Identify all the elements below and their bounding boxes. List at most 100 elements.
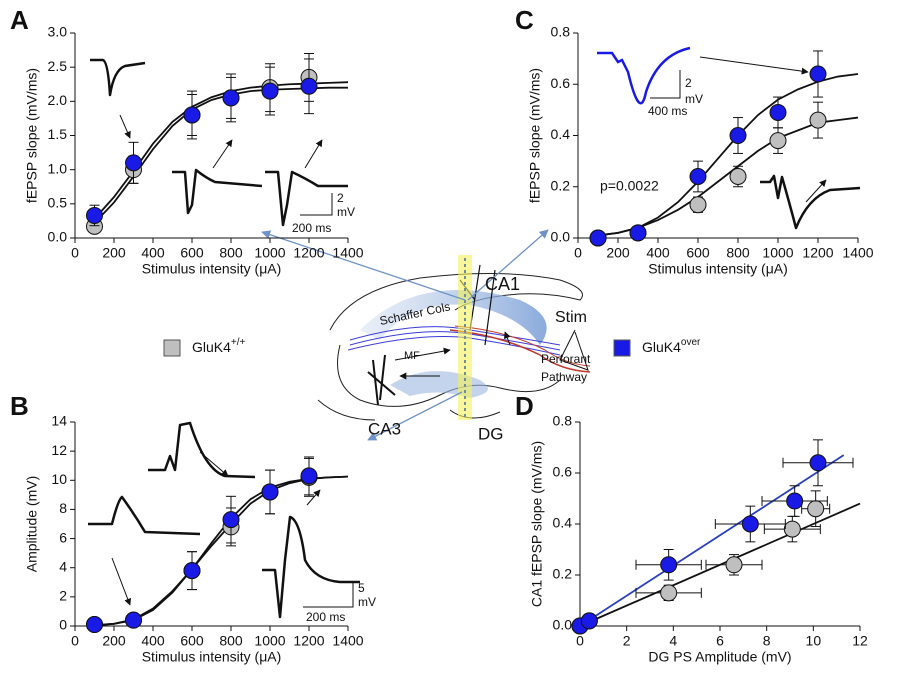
data-point [300, 467, 318, 485]
data-point [729, 127, 747, 144]
y-tick-label: 0.5 [48, 195, 68, 211]
y-tick-label: 0.2 [553, 566, 573, 582]
y-tick-label: 1.5 [48, 126, 68, 142]
x-tick-label: 1400 [842, 245, 873, 261]
x-tick-label: 1400 [332, 633, 363, 649]
y-axis-label: fEPSP slope (mV/ms) [24, 68, 40, 203]
x-tick-label: 4 [669, 633, 677, 649]
x-tick-label: 800 [726, 245, 750, 261]
data-point [86, 206, 103, 224]
fit-line [93, 81, 349, 220]
panel-letter: A [10, 5, 29, 35]
x-tick-label: 1000 [762, 245, 793, 261]
x-tick-label: 400 [646, 245, 670, 261]
data-point [689, 168, 707, 185]
diagram-label: CA1 [485, 274, 520, 294]
legend-text: GluK4 [192, 339, 231, 355]
scale-bar-label: 200 ms [292, 221, 331, 235]
scale-bar-label: 2 [685, 76, 692, 90]
fit-line [579, 454, 845, 627]
y-tick-label: 0.6 [553, 464, 573, 480]
y-tick-label: 0.4 [553, 515, 573, 531]
x-tick-label: 6 [716, 633, 724, 649]
x-tick-label: 0 [71, 633, 79, 649]
x-tick-label: 600 [180, 633, 204, 649]
panel-letter: D [515, 391, 534, 421]
data-point [807, 500, 825, 518]
y-tick-label: 0.0 [553, 617, 573, 633]
x-tick-label: 1000 [254, 245, 285, 261]
scale-bar-label: mV [685, 92, 703, 106]
y-tick-label: 0.0 [48, 229, 68, 245]
diagram-label: Pathway [541, 370, 587, 384]
y-tick-label: 12 [51, 442, 67, 458]
fit-line [597, 116, 859, 237]
x-tick-label: 8 [763, 633, 771, 649]
data-point [769, 132, 787, 150]
scale-bar-label: 2 [337, 191, 344, 205]
y-tick-label: 3.0 [48, 24, 68, 40]
scale-bar-label: 5 [358, 581, 365, 595]
y-tick-label: 1.0 [48, 160, 68, 176]
data-point [86, 616, 103, 634]
y-tick-label: 0.8 [551, 24, 571, 40]
x-axis-label: Stimulus intensity (μA) [648, 261, 788, 277]
data-point [261, 483, 279, 501]
y-tick-label: 0.2 [551, 177, 571, 193]
data-point [300, 77, 318, 95]
y-tick-label: 0 [59, 617, 67, 633]
scale-bar-label: mV [358, 595, 376, 609]
data-point [629, 224, 647, 242]
data-point [689, 196, 707, 214]
x-tick-label: 0 [574, 245, 582, 261]
x-tick-label: 0 [71, 245, 79, 261]
data-point [183, 562, 201, 580]
y-tick-label: 0.0 [551, 229, 571, 245]
data-point [125, 611, 142, 629]
y-tick-label: 0.8 [553, 413, 573, 429]
x-tick-label: 10 [806, 633, 822, 649]
data-point [725, 556, 743, 574]
x-tick-label: 200 [102, 633, 126, 649]
x-tick-label: 1000 [254, 633, 285, 649]
y-axis-label: fEPSP slope (mV/ms) [527, 68, 543, 203]
legend-swatch [163, 339, 181, 357]
x-tick-label: 1200 [293, 633, 324, 649]
panel-letter: B [10, 391, 29, 421]
y-tick-label: 2.5 [48, 58, 68, 74]
diagram-label: DG [478, 424, 504, 443]
x-tick-label: 1200 [293, 245, 324, 261]
data-point [769, 103, 787, 121]
scale-bar-label: mV [337, 205, 355, 219]
y-tick-label: 14 [51, 413, 67, 429]
x-axis-label: Stimulus intensity (μA) [142, 261, 282, 277]
diagram-label: Stim [555, 309, 587, 326]
annotation: p=0.0022 [600, 178, 659, 194]
y-tick-label: 10 [51, 471, 67, 487]
x-tick-label: 1400 [332, 245, 363, 261]
data-point [741, 515, 759, 533]
legend-sup: over [681, 337, 701, 348]
y-tick-label: 4 [59, 558, 67, 574]
y-tick-label: 0.4 [551, 126, 571, 142]
data-point [580, 612, 598, 630]
data-point [183, 106, 201, 124]
data-point [660, 556, 678, 574]
y-axis-label: CA1 fEPSP slope (mV/ms) [529, 441, 545, 607]
legend-sup: +/+ [231, 337, 246, 348]
x-tick-label: 400 [141, 245, 165, 261]
data-point [222, 511, 240, 529]
x-tick-label: 200 [606, 245, 630, 261]
x-tick-label: 200 [102, 245, 126, 261]
x-tick-label: 2 [623, 633, 631, 649]
x-tick-label: 800 [219, 245, 243, 261]
inset-traces [88, 46, 861, 619]
x-axis-label: DG PS Amplitude (mV) [648, 649, 791, 665]
data-point [729, 168, 747, 185]
data-point [809, 111, 827, 129]
scale-bar-label: 200 ms [306, 610, 345, 624]
x-tick-label: 800 [219, 633, 243, 649]
x-tick-label: 600 [180, 245, 204, 261]
data-point [660, 584, 678, 602]
